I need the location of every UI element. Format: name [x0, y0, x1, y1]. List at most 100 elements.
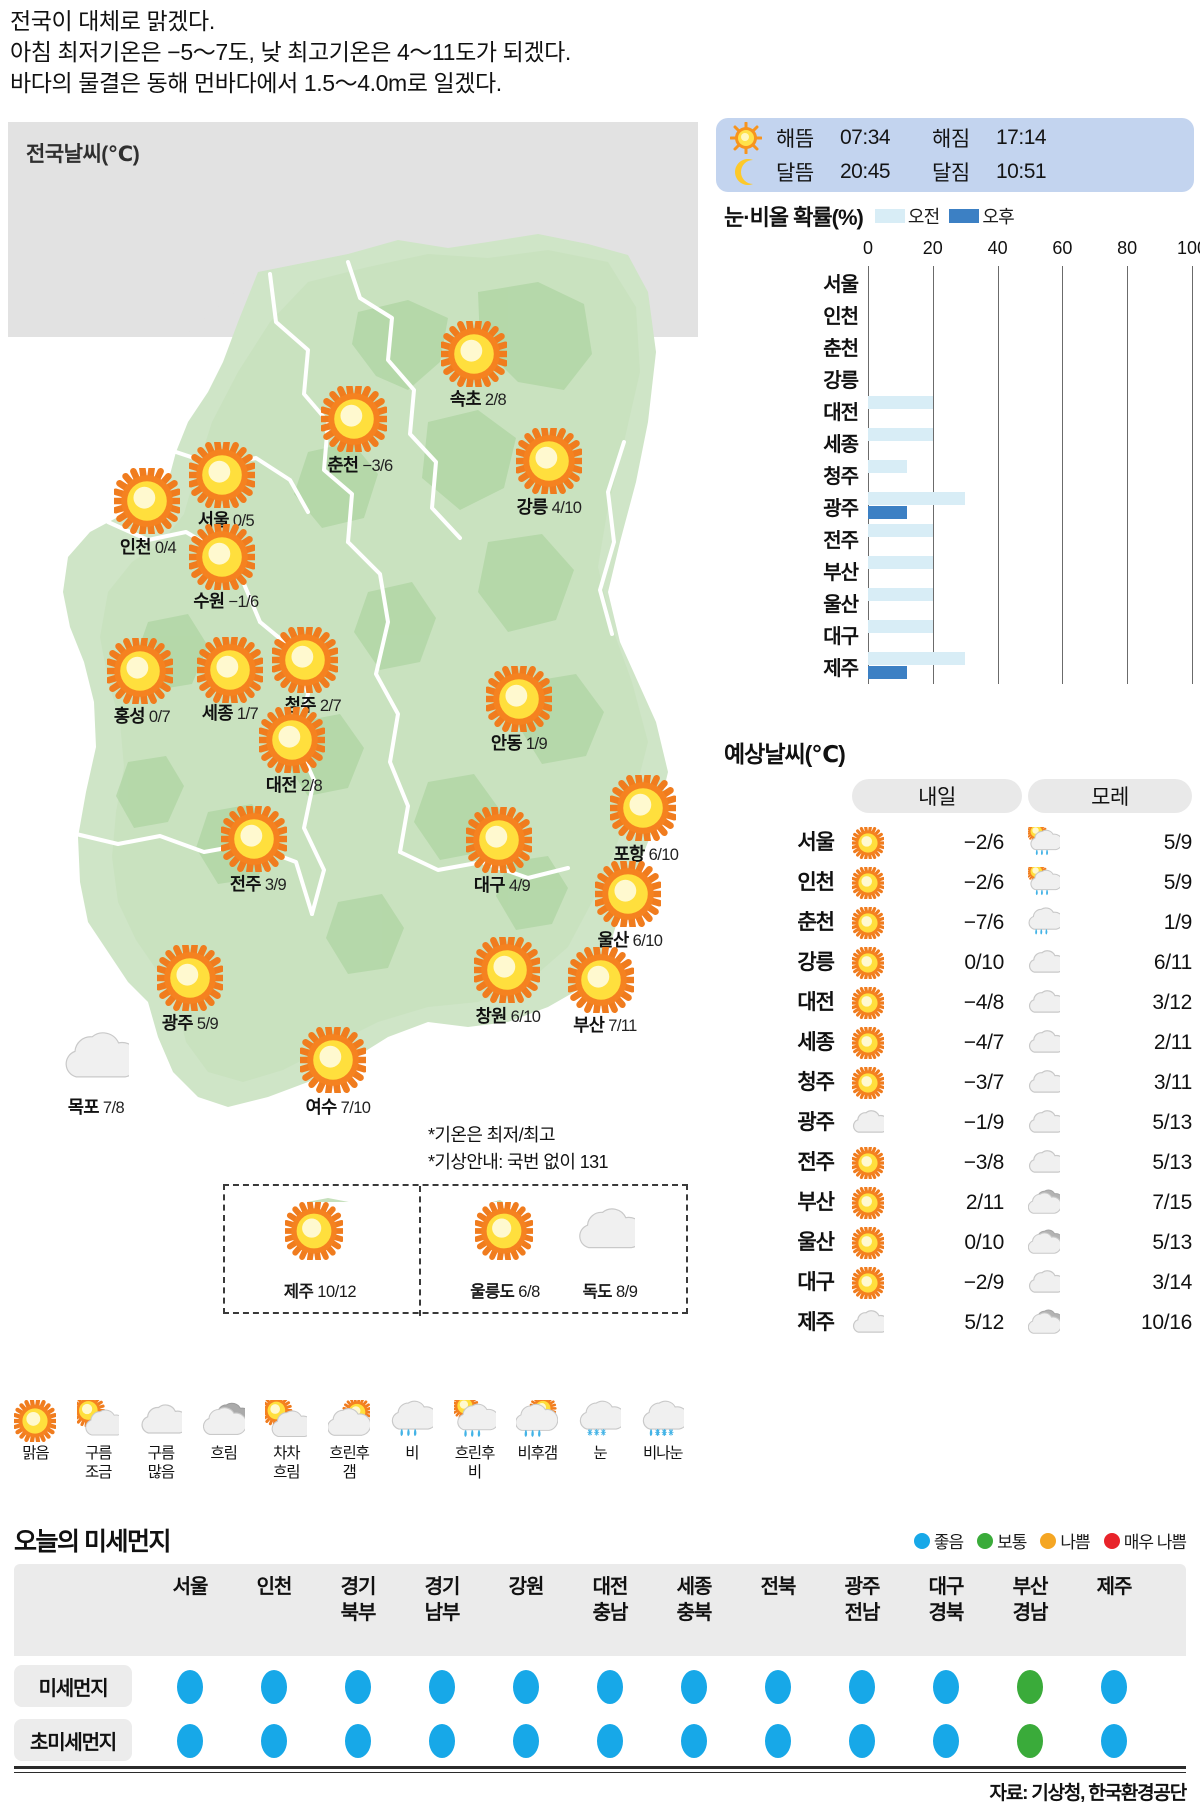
- cloudy-icon: [852, 1307, 890, 1344]
- station-label-6: 홍성 0/7: [114, 703, 171, 728]
- sunny-icon: [466, 807, 532, 873]
- legend-item-3: 흐림: [192, 1398, 255, 1482]
- sunny-icon: [321, 386, 387, 452]
- station-marker-5[interactable]: [189, 524, 255, 590]
- forecast-row-세종[interactable]: 세종 −4/7 2/11: [706, 1023, 1200, 1063]
- legend-item-8: 비후갬: [506, 1398, 569, 1482]
- precip-row-label: 청주: [823, 466, 859, 488]
- station-marker-0[interactable]: [441, 321, 507, 387]
- island-marker-0[interactable]: [285, 1202, 343, 1260]
- station-marker-14[interactable]: [595, 861, 661, 927]
- sunny-icon: [595, 861, 661, 927]
- station-label-14: 울산 6/10: [598, 927, 663, 952]
- station-marker-19[interactable]: [300, 1027, 366, 1093]
- precip-row-부산: 부산: [706, 554, 1200, 586]
- legend-item-label: 흐림: [210, 1445, 237, 1462]
- precip-plot-area: 서울 인천 춘천 강릉 대전 세종 청주 광주 전주 부산 울산 대구 제주: [706, 266, 1200, 684]
- island-marker-2[interactable]: [577, 1202, 635, 1260]
- gridline-20: [932, 266, 934, 684]
- dust-col-l1: 제주: [1096, 1576, 1133, 1598]
- station-marker-8[interactable]: [272, 627, 338, 693]
- precip-row-청주: 청주: [706, 458, 1200, 490]
- precipitation-probability-chart: 눈·비올 확률(%) 오전 오후 0 20 40 60 80 100 서울인천춘천강릉대전…: [706, 200, 1200, 693]
- sunny-icon: [221, 806, 287, 872]
- forecast-row-인천[interactable]: 인천 −2/6 5/9: [706, 861, 1200, 903]
- station-marker-9[interactable]: [486, 666, 552, 732]
- sunrise-sunset-row: 해뜸 07:34 해짐 17:14: [776, 121, 1180, 155]
- cloudy-icon: [1028, 1147, 1066, 1184]
- forecast-temp-dayafter: 3/14: [1152, 1271, 1192, 1294]
- dust-status-dot: [1101, 1724, 1127, 1758]
- bar-pm-제주: [868, 666, 907, 679]
- station-marker-11[interactable]: [221, 806, 287, 872]
- station-marker-13[interactable]: [610, 775, 676, 841]
- moon-icon: [730, 155, 776, 189]
- station-marker-12[interactable]: [466, 807, 532, 873]
- station-name: 세종: [201, 703, 234, 723]
- precip-row-label: 서울: [823, 274, 859, 296]
- forecast-row-대전[interactable]: 대전 −4/8 3/12: [706, 983, 1200, 1023]
- legend-item-6: 비: [380, 1398, 443, 1482]
- station-marker-7[interactable]: [197, 637, 263, 703]
- station-marker-2[interactable]: [516, 428, 582, 494]
- station-marker-17[interactable]: [568, 947, 634, 1013]
- forecast-temp-tomorrow: −2/6: [963, 831, 1005, 854]
- bar-am-울산: [868, 588, 933, 601]
- dust-legend-item-2: 나쁨: [1040, 1528, 1091, 1553]
- station-temp: 6/10: [648, 846, 679, 864]
- dust-legend: 좋음 보통 나쁨 매우 나쁨: [900, 1528, 1187, 1553]
- station-temp: 7/10: [340, 1099, 371, 1117]
- forecast-row-대구[interactable]: 대구 −2/9 3/14: [706, 1263, 1200, 1303]
- bar-am-대구: [868, 620, 933, 633]
- forecast-temp-tomorrow: 2/11: [965, 1191, 1004, 1214]
- station-marker-1[interactable]: [321, 386, 387, 452]
- island-marker-1[interactable]: [475, 1202, 533, 1260]
- forecast-col-tomorrow: 내일: [852, 779, 1022, 813]
- forecast-temp-dayafter: 1/9: [1163, 911, 1193, 934]
- sunny-icon: [850, 1185, 886, 1224]
- dust-col-header-8: 광주 전남: [845, 1574, 881, 1626]
- forecast-row-서울[interactable]: 서울 −2/6 5/9: [706, 821, 1200, 863]
- sunset-label: 해짐: [932, 128, 970, 151]
- rain-snow-icon: [631, 1398, 694, 1444]
- precip-row-서울: 서울: [706, 266, 1200, 298]
- forecast-temp-dayafter: 5/9: [1163, 831, 1193, 854]
- sun-moon-panel: 해뜸 07:34 해짐 17:14 달뜸 20:45 달짐 10:51: [716, 118, 1194, 192]
- precip-row-label: 강릉: [823, 370, 859, 392]
- forecast-row-울산[interactable]: 울산 0/10 5/13: [706, 1223, 1200, 1263]
- station-marker-4[interactable]: [114, 468, 180, 534]
- forecast-city: 울산: [797, 1231, 835, 1254]
- dust-status-dot: [1017, 1670, 1043, 1704]
- forecast-row-전주[interactable]: 전주 −3/8 5/13: [706, 1143, 1200, 1183]
- bar-am-청주: [868, 460, 907, 473]
- forecast-row-제주[interactable]: 제주 5/12 10/16: [706, 1303, 1200, 1343]
- dust-legend-dot: [977, 1532, 994, 1549]
- sunny-icon: [197, 637, 263, 703]
- station-label-11: 전주 3/9: [230, 871, 287, 896]
- station-name: 안동: [490, 733, 523, 753]
- station-name: 춘천: [327, 455, 359, 475]
- station-marker-15[interactable]: [157, 945, 223, 1011]
- legend-item-4: 차차 흐림: [255, 1398, 318, 1482]
- station-label-13: 포항 6/10: [614, 841, 679, 866]
- station-marker-18[interactable]: [63, 1025, 129, 1091]
- forecast-row-부산[interactable]: 부산 2/11 7/15: [706, 1183, 1200, 1223]
- forecast-row-강릉[interactable]: 강릉 0/10 6/11: [706, 943, 1200, 983]
- gridline-60: [1062, 266, 1064, 684]
- forecast-row-청주[interactable]: 청주 −3/7 3/11: [706, 1063, 1200, 1103]
- station-marker-10[interactable]: [259, 707, 325, 773]
- national-weather-map[interactable]: 전국날씨(℃): [8, 122, 698, 1316]
- legend-item-label: 맑음: [22, 1445, 49, 1462]
- station-marker-3[interactable]: [189, 442, 255, 508]
- cloudy-icon: [63, 1025, 129, 1091]
- dust-legend-item-1: 보통: [977, 1528, 1027, 1553]
- dust-col-header-1: 인천: [256, 1574, 293, 1600]
- station-marker-16[interactable]: [474, 937, 540, 1003]
- sunny-icon: [850, 945, 886, 984]
- forecast-row-춘천[interactable]: 춘천 −7/6 1/9: [706, 903, 1200, 943]
- dust-col-l1: 인천: [256, 1576, 293, 1598]
- sunny-icon: [850, 1065, 886, 1104]
- forecast-row-광주[interactable]: 광주 −1/9 5/13: [706, 1103, 1200, 1143]
- dust-status-dot: [261, 1724, 287, 1758]
- station-marker-6[interactable]: [107, 638, 173, 704]
